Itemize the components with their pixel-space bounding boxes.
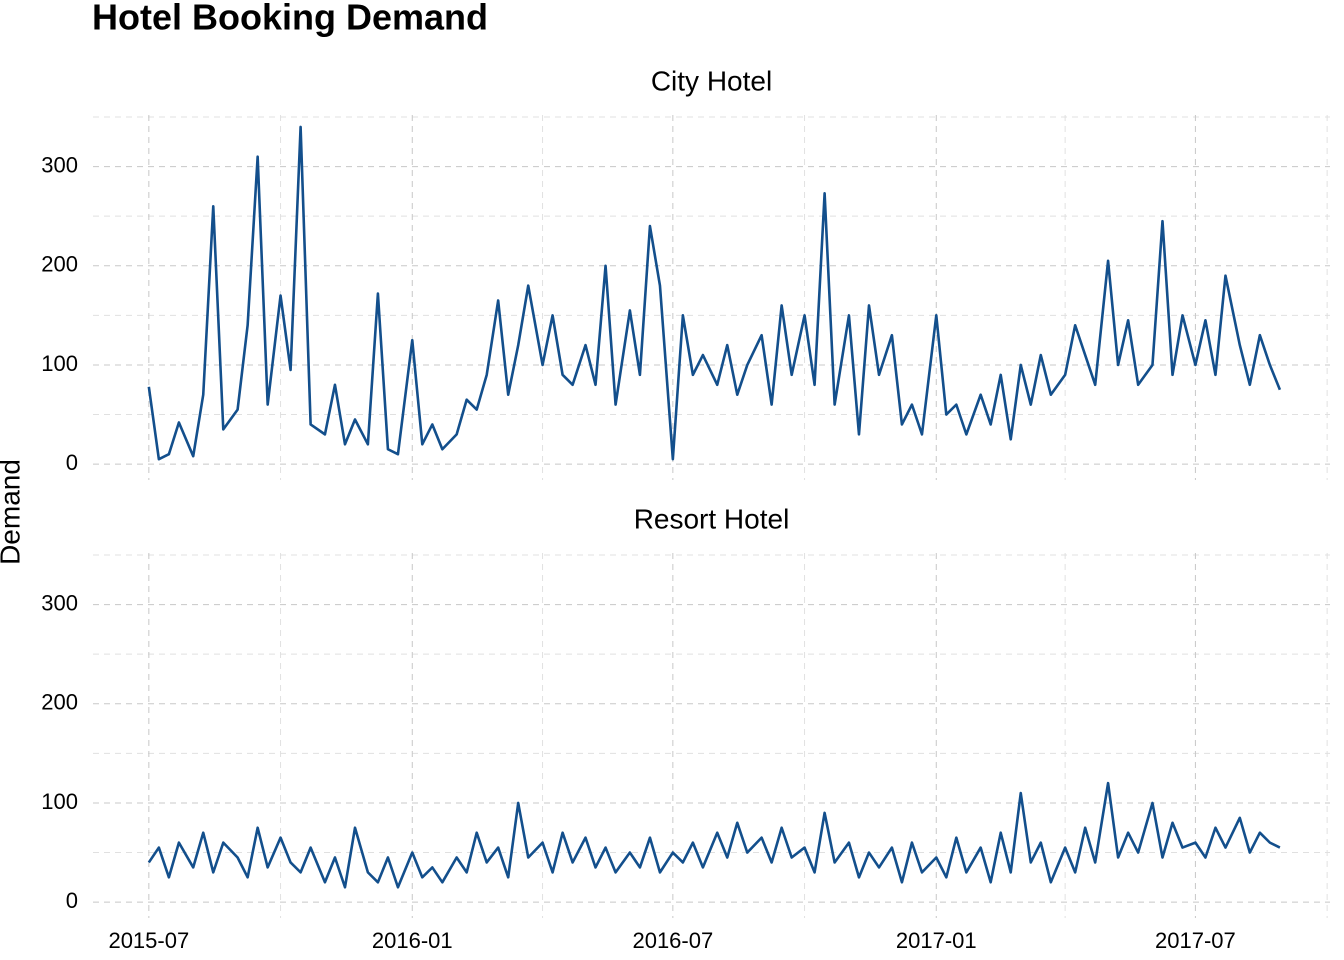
x-tick-label: 2016-07 [632, 928, 713, 953]
y-tick-label: 300 [41, 590, 78, 615]
panel-title: City Hotel [651, 65, 772, 96]
x-tick-label: 2017-07 [1155, 928, 1236, 953]
y-tick-label: 100 [41, 789, 78, 814]
data-line [147, 781, 1281, 889]
y-tick-label: 200 [41, 690, 78, 715]
data-line [147, 125, 1282, 461]
y-tick-label: 200 [41, 252, 78, 277]
chart-title: Hotel Booking Demand [92, 0, 488, 38]
y-tick-label: 0 [66, 450, 78, 475]
x-tick-label: 2015-07 [108, 928, 189, 953]
y-tick-label: 0 [66, 888, 78, 913]
y-axis-label: Demand [0, 459, 25, 565]
y-tick-label: 100 [41, 351, 78, 376]
panel-title: Resort Hotel [634, 503, 790, 534]
x-tick-label: 2016-01 [372, 928, 453, 953]
y-tick-label: 300 [41, 152, 78, 177]
x-tick-label: 2017-01 [896, 928, 977, 953]
